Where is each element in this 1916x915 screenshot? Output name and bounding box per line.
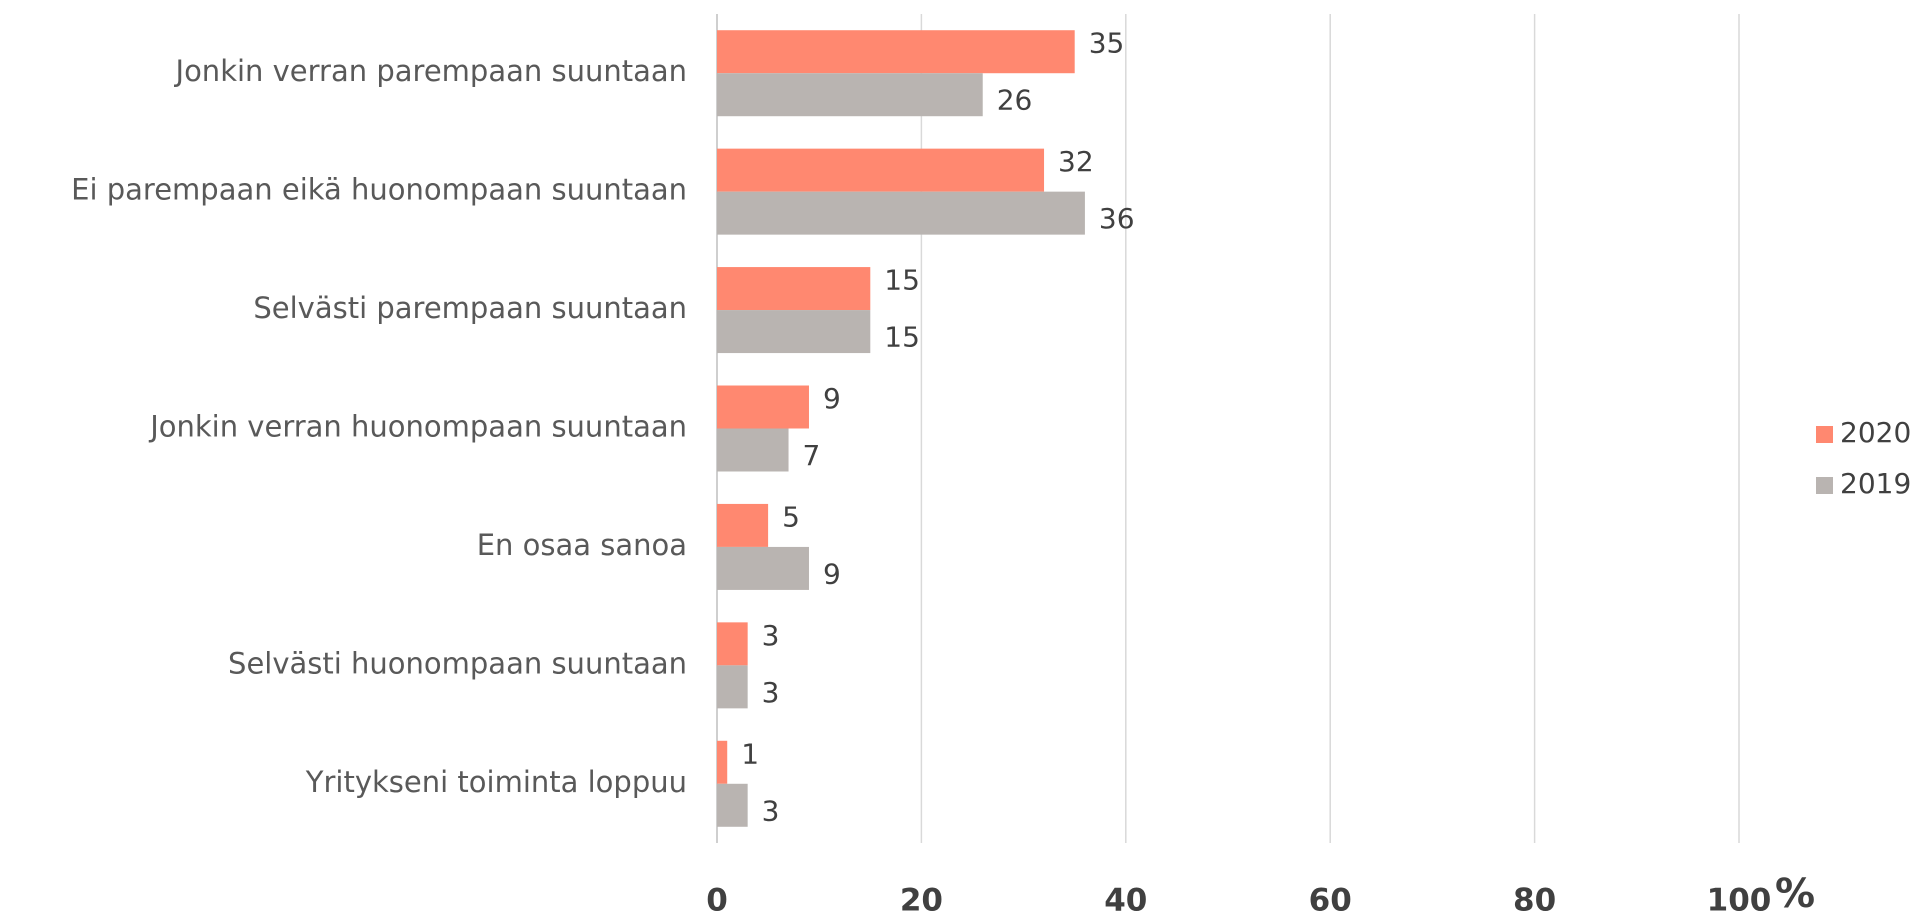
y-tick-label: Selvästi parempaan suuntaan [253, 291, 687, 325]
bar [717, 783, 748, 827]
data-label: 3 [762, 794, 780, 827]
y-tick-label: Selvästi huonompaan suuntaan [228, 646, 687, 680]
data-label: 15 [884, 321, 920, 354]
data-label: 26 [997, 84, 1033, 117]
legend-label: 2020 [1840, 416, 1911, 449]
data-label: 36 [1099, 202, 1135, 235]
bar [717, 267, 871, 311]
bar [717, 503, 769, 547]
x-tick-label: 40 [1104, 883, 1147, 915]
y-tick-label: Ei parempaan eikä huonompaan suuntaan [71, 173, 687, 207]
y-tick-label: En osaa sanoa [477, 528, 687, 562]
x-tick-label: 80 [1513, 883, 1556, 915]
bar [717, 191, 1085, 235]
y-tick-label: Jonkin verran huonompaan suuntaan [148, 410, 687, 444]
data-label: 32 [1058, 145, 1094, 178]
y-tick-label: Yritykseni toiminta loppuu [305, 765, 687, 799]
data-label: 3 [762, 619, 780, 652]
data-label: 9 [823, 382, 841, 415]
bar [717, 73, 983, 117]
bar [717, 428, 789, 472]
data-label: 7 [803, 439, 821, 472]
bar [717, 665, 748, 709]
data-label: 1 [741, 737, 759, 770]
legend-swatch [1816, 477, 1833, 494]
bar [717, 546, 809, 590]
bar [717, 310, 871, 354]
data-label: 9 [823, 557, 841, 590]
x-tick-label: 100 [1707, 883, 1772, 915]
data-label: 3 [762, 676, 780, 709]
legend-swatch [1816, 426, 1833, 443]
data-label: 5 [782, 500, 800, 533]
y-tick-label: Jonkin verran parempaan suuntaan [174, 54, 687, 88]
x-tick-label: 60 [1309, 883, 1352, 915]
x-tick-label: 20 [900, 883, 943, 915]
data-label: 35 [1089, 27, 1125, 60]
bar [717, 148, 1045, 192]
bar [717, 740, 728, 784]
bar [717, 385, 809, 429]
x-axis-unit: % [1775, 871, 1815, 915]
bar [717, 30, 1075, 74]
x-tick-label: 0 [706, 883, 728, 915]
legend-label: 2019 [1840, 467, 1911, 500]
data-label: 15 [884, 264, 920, 297]
bar [717, 622, 748, 666]
